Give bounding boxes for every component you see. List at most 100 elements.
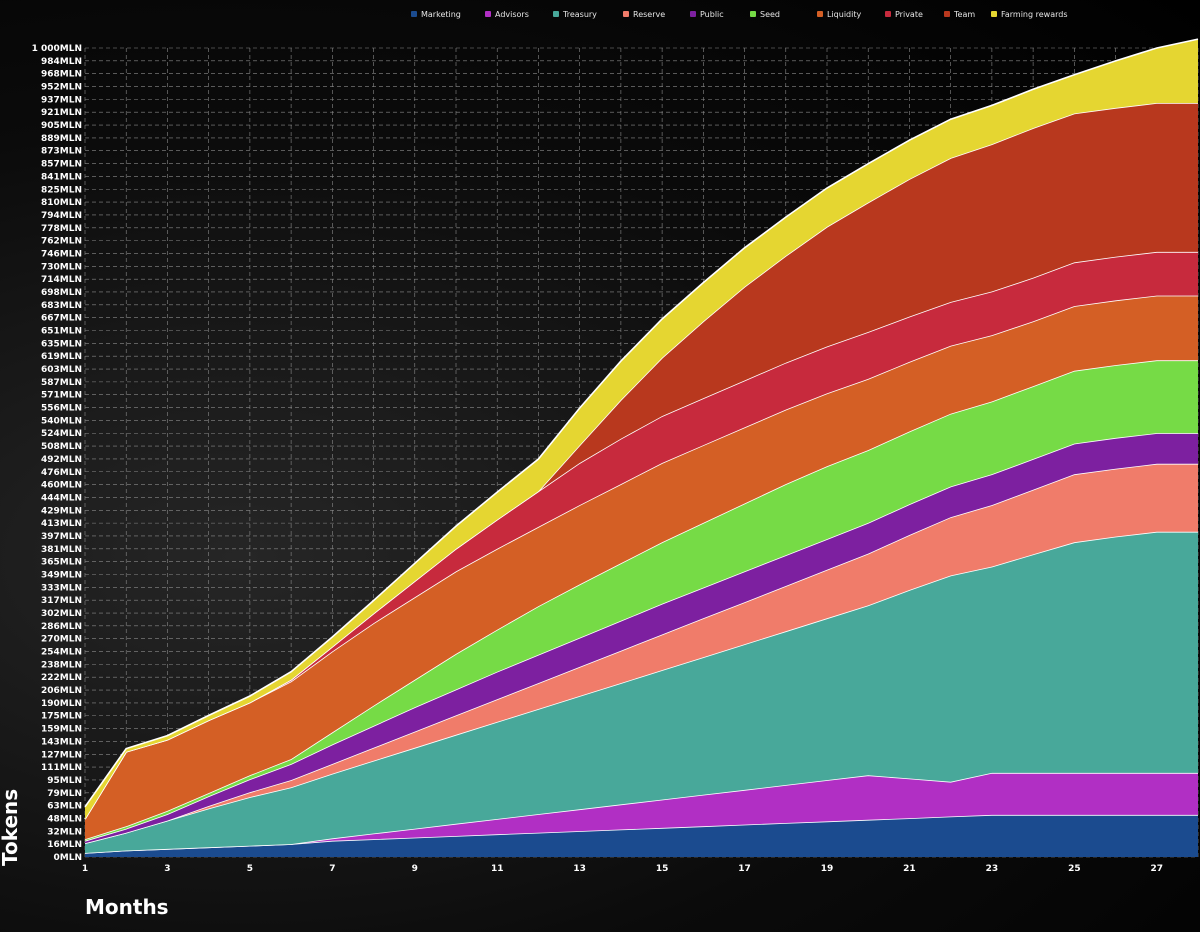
x-tick-label: 15	[656, 864, 669, 874]
area-marketing[interactable]	[85, 814, 1198, 857]
x-tick-label: 17	[738, 864, 751, 874]
y-tick-label: 1 000MLN	[32, 44, 82, 54]
x-axis-title: Months	[85, 895, 169, 919]
y-tick-label: 556MLN	[41, 404, 82, 414]
y-tick-label: 540MLN	[41, 416, 82, 426]
legend-swatch	[623, 11, 629, 17]
y-tick-label: 730MLN	[41, 262, 82, 272]
y-tick-label: 984MLN	[41, 57, 82, 67]
area-advisors[interactable]	[85, 772, 1198, 853]
legend-swatch	[553, 11, 559, 17]
legend-swatch	[885, 11, 891, 17]
y-tick-label: 952MLN	[41, 83, 82, 93]
y-tick-label: 762MLN	[41, 237, 82, 247]
y-tick-label: 111MLN	[41, 763, 82, 773]
x-tick-label: 1	[82, 864, 88, 874]
y-tick-label: 270MLN	[41, 635, 82, 645]
y-tick-label: 651MLN	[41, 327, 82, 337]
legend-label: Marketing	[421, 10, 461, 19]
y-tick-label: 143MLN	[41, 737, 82, 747]
legend-item-reserve[interactable]: Reserve	[623, 10, 665, 19]
y-tick-label: 698MLN	[41, 288, 82, 298]
legend-item-advisors[interactable]: Advisors	[485, 10, 529, 19]
x-tick-label: 25	[1068, 864, 1081, 874]
legend-item-private[interactable]: Private	[885, 10, 923, 19]
y-tick-label: 714MLN	[41, 275, 82, 285]
x-tick-label: 11	[491, 864, 504, 874]
x-tick-label: 5	[247, 864, 253, 874]
area-team[interactable]	[85, 103, 1198, 819]
y-tick-label: 667MLN	[41, 314, 82, 324]
y-tick-label: 635MLN	[41, 339, 82, 349]
y-tick-label: 413MLN	[41, 519, 82, 529]
y-tick-label: 746MLN	[41, 249, 82, 259]
legend-swatch	[690, 11, 696, 17]
y-tick-label: 460MLN	[41, 481, 82, 491]
y-tick-label: 603MLN	[41, 365, 82, 375]
area-edge-farming-rewards	[84, 38, 1199, 808]
y-tick-label: 921MLN	[41, 108, 82, 118]
legend-label: Reserve	[633, 10, 665, 19]
y-tick-label: 683MLN	[41, 301, 82, 311]
y-tick-label: 524MLN	[41, 429, 82, 439]
y-axis-title: Tokens	[0, 789, 22, 866]
y-tick-label: 810MLN	[41, 198, 82, 208]
y-tick-label: 48MLN	[47, 814, 82, 824]
legend-label: Advisors	[495, 10, 529, 19]
y-tick-label: 444MLN	[41, 493, 82, 503]
legend-swatch	[750, 11, 756, 17]
legend-item-marketing[interactable]: Marketing	[411, 10, 461, 19]
y-tick-label: 333MLN	[41, 583, 82, 593]
y-tick-label: 968MLN	[41, 70, 82, 80]
y-tick-label: 492MLN	[41, 455, 82, 465]
y-tick-label: 349MLN	[41, 570, 82, 580]
y-tick-label: 381MLN	[41, 545, 82, 555]
y-axis: 0MLN 16MLN 32MLN 48MLN 63MLN 79MLN 95MLN 111MLN…	[32, 44, 82, 863]
y-tick-label: 857MLN	[41, 160, 82, 170]
legend-item-farming-rewards[interactable]: Farming rewards	[991, 10, 1068, 19]
area-seed[interactable]	[85, 360, 1198, 841]
legend-item-treasury[interactable]: Treasury	[553, 10, 597, 19]
legend-label: Treasury	[562, 10, 597, 19]
legend-item-seed[interactable]: Seed	[750, 10, 780, 19]
legend-swatch	[485, 11, 491, 17]
y-tick-label: 429MLN	[41, 506, 82, 516]
y-tick-label: 365MLN	[41, 558, 82, 568]
y-tick-label: 587MLN	[41, 378, 82, 388]
area-reserve[interactable]	[85, 463, 1198, 844]
y-tick-label: 571MLN	[41, 391, 82, 401]
legend-item-public[interactable]: Public	[690, 10, 724, 19]
y-tick-label: 905MLN	[41, 121, 82, 131]
x-tick-label: 27	[1151, 864, 1164, 874]
y-tick-label: 16MLN	[47, 840, 82, 850]
y-tick-label: 317MLN	[41, 596, 82, 606]
x-tick-label: 3	[164, 864, 170, 874]
y-tick-label: 778MLN	[41, 224, 82, 234]
y-tick-label: 206MLN	[41, 686, 82, 696]
x-tick-label: 19	[821, 864, 834, 874]
area-public[interactable]	[85, 433, 1198, 844]
y-tick-label: 190MLN	[41, 699, 82, 709]
y-tick-label: 286MLN	[41, 622, 82, 632]
legend-item-liquidity[interactable]: Liquidity	[817, 10, 861, 19]
area-treasury[interactable]	[85, 531, 1198, 853]
areas	[84, 38, 1199, 857]
y-tick-label: 302MLN	[41, 609, 82, 619]
legend-swatch	[411, 11, 417, 17]
legend-swatch	[817, 11, 823, 17]
y-tick-label: 222MLN	[41, 673, 82, 683]
legend-swatch	[991, 11, 997, 17]
legend-swatch	[944, 11, 950, 17]
legend-label: Seed	[760, 10, 780, 19]
y-tick-label: 794MLN	[41, 211, 82, 221]
area-liquidity[interactable]	[85, 295, 1198, 840]
legend-item-team[interactable]: Team	[944, 10, 975, 19]
y-tick-label: 841MLN	[41, 172, 82, 182]
legend-label: Farming rewards	[1001, 10, 1068, 19]
legend[interactable]: Marketing Advisors Treasury Reserve Public Se…	[411, 10, 1068, 19]
y-tick-label: 238MLN	[41, 660, 82, 670]
y-tick-label: 476MLN	[41, 468, 82, 478]
y-tick-label: 159MLN	[41, 725, 82, 735]
